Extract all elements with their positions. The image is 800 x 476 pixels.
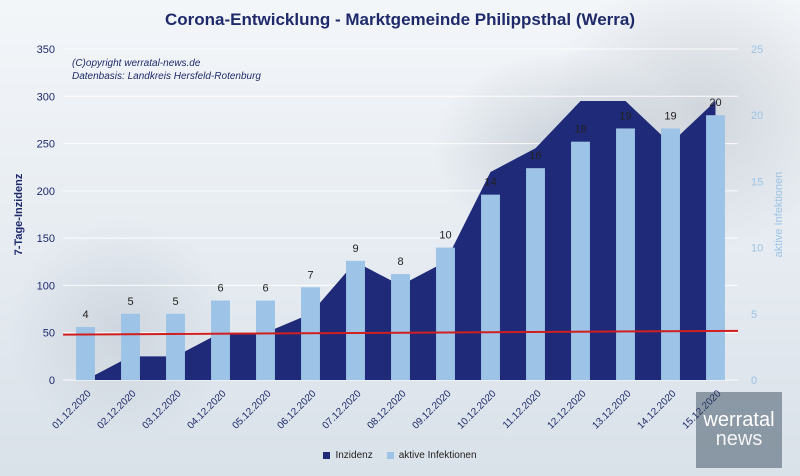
y2-tick-label: 15 (751, 176, 763, 188)
y-tick-label: 100 (37, 280, 55, 292)
logo-line2: news (715, 428, 763, 450)
infektionen-bar (616, 128, 635, 380)
bar-data-label: 19 (619, 110, 631, 122)
inzidenz-area-series (85, 101, 716, 380)
x-tick-label: 07.12.2020 (320, 388, 363, 431)
x-tick-label: 08.12.2020 (365, 388, 408, 431)
legend-label-inzidenz: Inzidenz (335, 450, 373, 461)
bar-data-label: 6 (262, 283, 268, 295)
chart-title: Corona-Entwicklung - Marktgemeinde Phili… (164, 10, 636, 29)
bar-data-label: 20 (709, 97, 721, 109)
y-tick-label: 200 (37, 186, 55, 198)
infektionen-bar (346, 260, 365, 380)
infektionen-bar (481, 194, 500, 380)
infektionen-bar (211, 300, 230, 380)
data-labels: 4 5 5 6 6 7 9 8 10 14 16 18 19 19 20 (82, 97, 721, 321)
x-tick-label: 14.12.2020 (635, 388, 678, 431)
y-axis-title: 7-Tage-Inzidenz (13, 173, 25, 255)
bar-data-label: 14 (484, 177, 496, 189)
x-tick-label: 05.12.2020 (230, 388, 273, 431)
infektionen-bar-series (76, 115, 725, 380)
infektionen-bar (436, 247, 455, 380)
y2-tick-label: 20 (751, 110, 763, 122)
y2-tick-label: 0 (751, 375, 757, 387)
y2-axis-title: aktive Infektionen (773, 172, 785, 258)
x-tick-label: 13.12.2020 (590, 388, 633, 431)
y-tick-label: 50 (43, 328, 55, 340)
legend-item-infektionen: aktive Infektionen (386, 450, 477, 461)
bar-data-label: 7 (307, 269, 313, 281)
infektionen-bar (121, 313, 140, 380)
x-tick-label: 01.12.2020 (50, 388, 93, 431)
y-tick-label: 250 (37, 139, 55, 151)
bar-data-label: 18 (574, 124, 586, 136)
bar-data-label: 10 (439, 230, 451, 242)
infektionen-bar (526, 168, 545, 380)
legend-label-infektionen: aktive Infektionen (398, 450, 477, 461)
y-tick-label: 150 (37, 233, 55, 245)
y-tick-label: 300 (37, 91, 55, 103)
y2-tick-label: 10 (751, 243, 763, 255)
threshold-line (62, 329, 739, 336)
bar-data-label: 9 (352, 243, 358, 255)
y-tick-label: 0 (49, 375, 55, 387)
legend-item-inzidenz: Inzidenz (323, 450, 373, 461)
bar-data-label: 4 (82, 309, 88, 321)
y-tick-label: 350 (37, 44, 55, 56)
bar-data-label: 16 (529, 150, 541, 162)
infektionen-bar (706, 115, 725, 380)
infektionen-bar (571, 141, 590, 380)
bar-data-label: 5 (127, 296, 133, 308)
x-tick-label: 04.12.2020 (185, 388, 228, 431)
werratal-news-logo: werratal news (696, 392, 782, 468)
x-tick-label: 10.12.2020 (455, 388, 498, 431)
legend-swatch-inzidenz (323, 452, 331, 459)
y2-tick-label: 5 (751, 309, 757, 321)
chart-source-note: (C)opyright werratal-news.de Datenbasis:… (72, 57, 261, 83)
bar-data-label: 19 (664, 110, 676, 122)
infektionen-bar (661, 128, 680, 380)
legend-swatch-infektionen (386, 452, 394, 459)
bar-data-label: 6 (217, 283, 223, 295)
y2-tick-label: 25 (751, 44, 763, 56)
x-tick-label: 03.12.2020 (140, 388, 183, 431)
x-tick-label: 12.12.2020 (545, 388, 588, 431)
source-text: Datenbasis: Landkreis Hersfeld-Rotenburg (72, 71, 261, 82)
inzidenz-area (85, 101, 716, 380)
copyright-text: (C)opyright werratal-news.de (72, 58, 201, 69)
infektionen-bar (76, 327, 95, 380)
infektionen-bar (166, 313, 185, 380)
x-tick-label: 06.12.2020 (275, 388, 318, 431)
infektionen-bar (256, 300, 275, 380)
threshold-line-layer (62, 329, 739, 336)
x-tick-label: 02.12.2020 (95, 388, 138, 431)
infektionen-bar (391, 274, 410, 380)
legend: Inzidenz aktive Infektionen (0, 450, 800, 461)
bar-data-label: 5 (172, 296, 178, 308)
x-tick-label: 11.12.2020 (501, 388, 544, 431)
logo-line1: werratal (703, 409, 775, 431)
bar-data-label: 8 (397, 256, 403, 268)
x-tick-label: 09.12.2020 (410, 388, 453, 431)
